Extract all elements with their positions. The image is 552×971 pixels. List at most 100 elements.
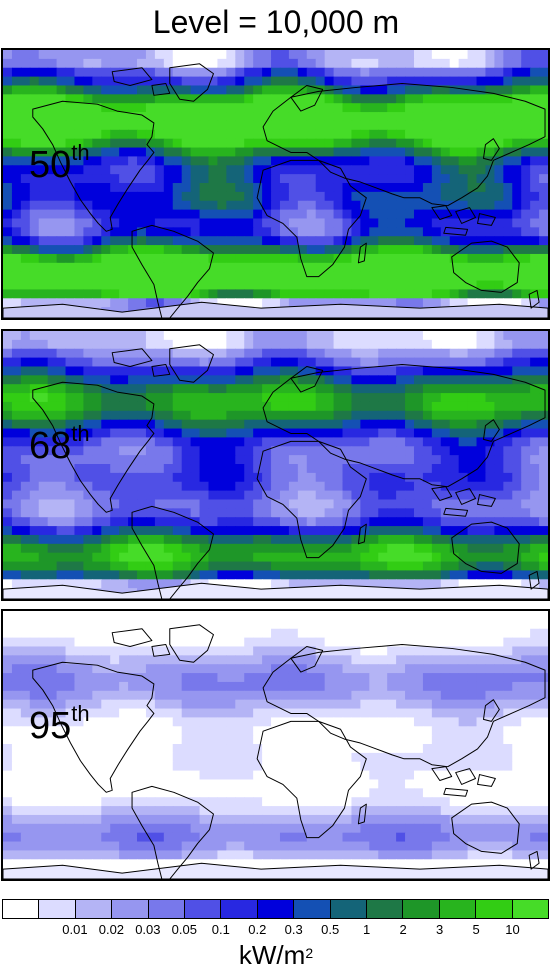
power-contour-cell xyxy=(476,236,487,246)
power-contour-cell xyxy=(297,744,308,754)
power-contour-cell xyxy=(29,646,40,656)
power-contour-cell xyxy=(56,464,67,474)
power-contour-cell xyxy=(342,112,353,122)
power-contour-cell xyxy=(128,174,138,184)
power-contour-cell xyxy=(422,646,433,656)
power-contour-cell xyxy=(405,735,415,745)
power-contour-cell xyxy=(387,752,397,763)
power-contour-cell xyxy=(181,253,192,264)
power-contour-cell xyxy=(449,339,460,350)
power-contour-cell xyxy=(244,655,254,665)
power-contour-cell xyxy=(56,664,67,674)
power-contour-cell xyxy=(244,490,254,501)
power-contour-cell xyxy=(172,579,183,589)
power-contour-cell xyxy=(38,384,49,394)
power-contour-cell xyxy=(3,298,13,308)
power-contour-cell xyxy=(503,628,513,639)
power-contour-cell xyxy=(119,76,129,87)
power-contour-cell xyxy=(324,534,335,545)
power-contour-cell xyxy=(467,490,478,501)
power-contour-cell xyxy=(217,183,227,193)
power-contour-cell xyxy=(288,752,299,763)
power-contour-cell xyxy=(271,552,281,563)
power-contour-cell xyxy=(163,236,174,246)
power-contour-cell xyxy=(172,245,183,255)
power-contour-cell xyxy=(297,646,308,656)
power-contour-cell xyxy=(11,472,22,483)
power-contour-cell xyxy=(378,735,388,745)
power-contour-cell xyxy=(485,218,495,228)
power-contour-cell xyxy=(440,455,451,465)
power-contour-cell xyxy=(279,646,290,656)
power-contour-cell xyxy=(288,619,299,630)
power-contour-cell xyxy=(119,58,129,69)
power-contour-cell xyxy=(128,156,138,166)
power-contour-cell xyxy=(351,708,361,719)
power-contour-cell xyxy=(145,191,156,202)
power-contour-cell xyxy=(56,112,67,122)
power-contour-cell xyxy=(199,664,210,674)
power-contour-cell xyxy=(20,490,31,501)
power-contour-cell xyxy=(405,357,415,368)
power-contour-cell xyxy=(503,271,513,282)
power-contour-cell xyxy=(521,735,531,745)
power-contour-cell xyxy=(297,637,308,648)
power-contour-cell xyxy=(512,646,522,656)
power-contour-cell xyxy=(154,552,165,563)
power-contour-cell xyxy=(20,543,31,554)
power-contour-cell xyxy=(208,289,219,299)
power-contour-cell xyxy=(119,393,129,403)
power-contour-cell xyxy=(449,375,460,385)
power-contour-cell xyxy=(262,366,272,376)
power-contour-cell xyxy=(324,156,335,166)
power-contour-cell xyxy=(145,690,156,701)
power-contour-cell xyxy=(262,752,272,763)
power-contour-cell xyxy=(288,690,299,701)
power-contour-cell xyxy=(181,76,192,87)
power-contour-cell xyxy=(369,628,379,639)
power-contour-cell xyxy=(137,472,147,483)
power-contour-cell xyxy=(422,357,433,368)
power-contour-cell xyxy=(297,472,308,483)
power-contour-cell xyxy=(163,209,174,220)
power-contour-cell xyxy=(324,384,335,394)
power-contour-cell xyxy=(110,298,120,308)
power-contour-cell xyxy=(181,191,192,202)
power-contour-cell xyxy=(226,673,236,683)
power-contour-cell xyxy=(65,50,76,60)
power-contour-cell xyxy=(3,366,13,376)
power-contour-cell xyxy=(29,464,40,474)
power-contour-cell xyxy=(83,191,93,202)
power-contour-cell xyxy=(378,289,388,299)
power-contour-cell xyxy=(387,517,397,527)
power-contour-cell xyxy=(172,646,183,656)
power-contour-cell xyxy=(101,611,111,621)
power-contour-cell xyxy=(494,690,504,701)
power-contour-cell xyxy=(539,490,548,501)
power-contour-cell xyxy=(324,191,335,202)
power-contour-cell xyxy=(476,752,487,763)
power-contour-cell xyxy=(449,209,460,220)
power-contour-cell xyxy=(3,637,13,648)
power-contour-cell xyxy=(253,103,263,113)
power-contour-cell xyxy=(405,410,415,421)
power-contour-cell xyxy=(262,384,272,394)
power-contour-cell xyxy=(262,526,272,536)
power-contour-cell xyxy=(539,401,548,412)
power-contour-cell xyxy=(29,147,40,158)
power-contour-cell xyxy=(137,227,147,237)
power-contour-cell xyxy=(3,357,13,368)
power-contour-cell xyxy=(47,543,58,554)
power-contour-cell xyxy=(271,726,281,736)
power-contour-cell xyxy=(351,628,361,639)
power-contour-cell xyxy=(163,752,174,763)
power-contour-cell xyxy=(315,770,326,781)
power-contour-cell xyxy=(449,570,460,580)
power-contour-cell xyxy=(208,112,219,122)
power-contour-cell xyxy=(226,699,236,710)
power-contour-cell xyxy=(521,726,531,736)
power-contour-cell xyxy=(387,744,397,754)
power-contour-cell xyxy=(396,699,406,710)
power-contour-cell xyxy=(476,200,487,211)
power-contour-cell xyxy=(154,690,165,701)
